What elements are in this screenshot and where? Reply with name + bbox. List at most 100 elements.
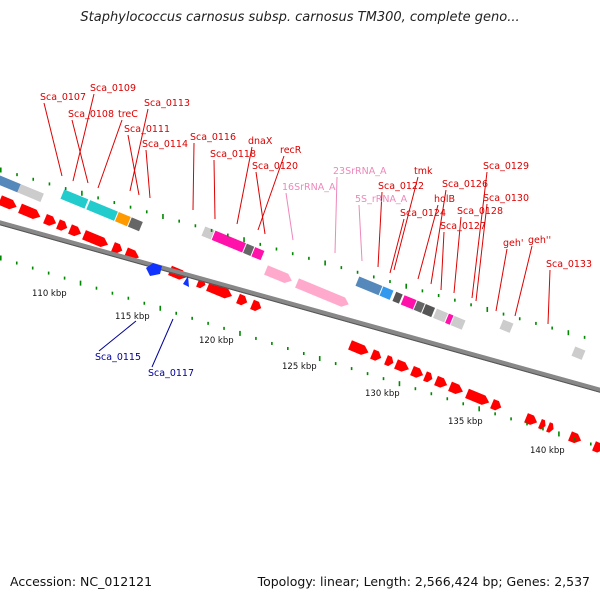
label-leader-lines — [43, 93, 551, 368]
gene-label: geh' — [503, 238, 524, 249]
feature-block — [114, 212, 131, 227]
tick-mark — [227, 233, 229, 237]
leader-line — [334, 176, 338, 254]
forward-gene-track — [0, 195, 600, 453]
tick-mark — [454, 298, 456, 302]
forward-gene-arrow — [384, 355, 394, 367]
tick-label: 110 kbp — [32, 289, 67, 299]
gene-label: dnaX — [248, 136, 273, 147]
tick-mark — [81, 190, 83, 196]
tick-mark — [302, 352, 305, 356]
forward-gene-arrow — [348, 340, 369, 355]
forward-gene-arrow — [568, 431, 582, 444]
forward-gene-arrow — [250, 299, 262, 312]
tick-label: 125 kbp — [282, 362, 317, 372]
forward-gene-arrow — [18, 203, 41, 220]
feature-block — [499, 319, 514, 333]
tick-mark — [478, 406, 480, 412]
tick-label: 130 kbp — [365, 389, 400, 399]
rrna-arrow-16s — [264, 265, 292, 284]
leader-line — [389, 218, 405, 274]
tick-mark — [350, 367, 353, 371]
gene-label: Sca_0116 — [190, 132, 236, 143]
tick-mark — [318, 356, 321, 362]
tick-mark — [127, 296, 130, 300]
leader-line — [236, 146, 253, 225]
gene-label: Sca_0107 — [40, 92, 86, 103]
tick-mark — [47, 271, 50, 275]
feature-block — [433, 308, 448, 323]
leader-line — [495, 248, 508, 312]
forward-gene-arrow — [490, 399, 502, 411]
leader-line — [98, 320, 137, 352]
tick-mark — [159, 305, 162, 311]
gene-label: Sca_0130 — [483, 193, 529, 204]
tick-mark — [486, 306, 489, 312]
tick-mark — [210, 228, 213, 232]
tick-mark — [446, 397, 449, 401]
feature-block — [413, 300, 425, 313]
feature-block — [251, 247, 265, 261]
leader-line — [72, 93, 95, 182]
gene-label: treC — [118, 109, 138, 120]
feature-block — [571, 346, 586, 360]
tick-mark — [583, 335, 586, 339]
forward-gene-arrow — [546, 422, 554, 433]
leader-line — [213, 159, 216, 220]
tick-mark — [145, 210, 148, 214]
tick-mark — [175, 311, 178, 315]
tick-label: 140 kbp — [530, 446, 565, 456]
leader-line — [417, 204, 439, 280]
gene-label: Sca_0108 — [68, 109, 114, 120]
gene-label: tmk — [414, 166, 433, 177]
gene-label: Sca_0117 — [148, 368, 194, 379]
tick-mark — [178, 219, 180, 223]
tick-mark — [502, 312, 505, 316]
tick-mark — [287, 346, 289, 350]
tick-mark — [414, 387, 417, 391]
genome-axis — [0, 220, 600, 393]
leader-line — [430, 189, 447, 285]
feature-block — [211, 230, 246, 253]
tick-mark — [79, 280, 82, 286]
tick-mark — [510, 417, 512, 421]
tick-mark — [111, 291, 114, 295]
topology-summary: Topology: linear; Length: 2,566,424 bp; … — [257, 574, 590, 589]
gene-label: Sca_0129 — [483, 161, 529, 172]
tick-mark — [366, 372, 369, 376]
gene-label: Sca_0109 — [90, 83, 136, 94]
map-title: Staphylococcus carnosus subsp. carnosus … — [80, 10, 520, 25]
gene-label: recR — [280, 145, 302, 156]
rrna-arrow-23s — [295, 278, 349, 307]
gene-label: Sca_0133 — [546, 259, 592, 270]
tick-mark — [113, 201, 116, 205]
leader-line — [145, 149, 151, 199]
feature-block — [86, 200, 118, 221]
feature-block — [201, 226, 215, 240]
leader-line — [393, 176, 419, 271]
tick-mark — [382, 377, 385, 381]
forward-gene-arrow — [236, 293, 248, 306]
feature-block — [450, 315, 466, 330]
tick-mark — [63, 276, 66, 280]
tick-mark — [255, 336, 257, 340]
forward-gene-arrow — [394, 359, 409, 372]
gene-label: Sca_0120 — [252, 161, 298, 172]
tick-mark — [372, 275, 375, 279]
tick-mark — [291, 252, 294, 256]
feature-block — [400, 295, 417, 310]
feature-block — [379, 286, 394, 300]
tick-mark — [162, 213, 164, 219]
tick-mark — [143, 301, 146, 305]
gene-label: geh'' — [528, 235, 551, 246]
tick-mark — [421, 289, 424, 293]
accession-text: Accession: NC_012121 — [10, 574, 153, 589]
tick-mark — [542, 427, 544, 431]
leader-line — [471, 171, 488, 299]
tick-mark — [334, 362, 337, 366]
leader-line — [285, 192, 294, 241]
tick-mark — [567, 330, 570, 336]
feature-block — [243, 243, 255, 256]
leader-line — [255, 171, 266, 235]
